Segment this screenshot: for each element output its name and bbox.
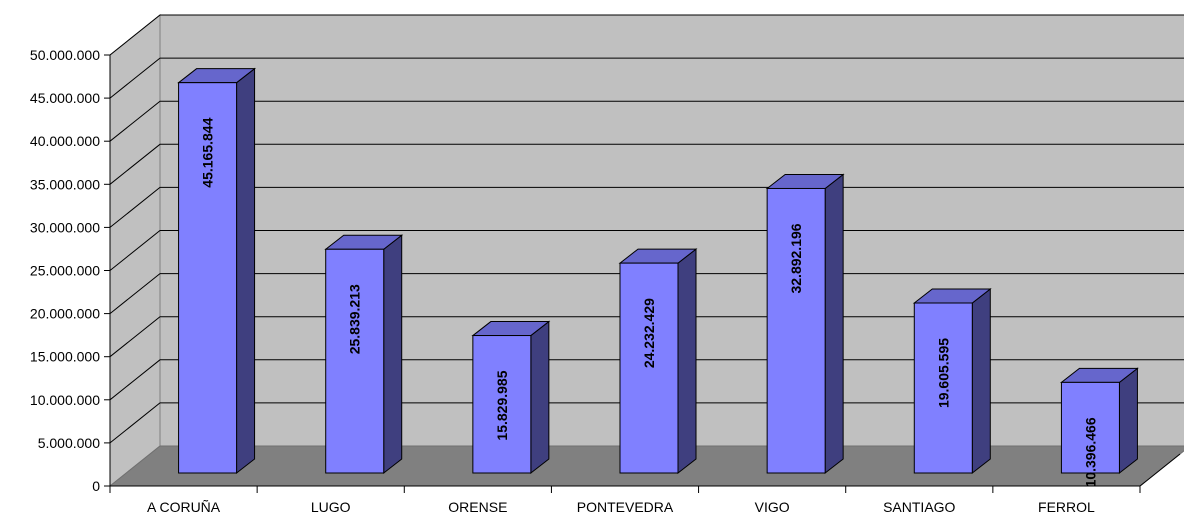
gridline <box>109 230 1184 271</box>
x-tick-label: ORENSE <box>448 499 507 515</box>
gridline <box>109 402 1184 444</box>
bar-side <box>971 287 991 475</box>
y-tick-label: 20.000.000 <box>30 306 100 322</box>
bars: 45.165.844 25.839.213 15.829.985 24.232.429… <box>177 67 1139 487</box>
bar-side <box>530 320 550 475</box>
y-tick-label: 50.000.000 <box>30 47 100 63</box>
gridline <box>109 100 1184 142</box>
bar: 25.839.213 <box>324 234 404 475</box>
data-label: 25.839.213 <box>347 284 363 354</box>
gridline <box>109 359 1184 401</box>
x-tick-label: PONTEVEDRA <box>577 499 674 515</box>
gridline <box>109 57 1184 99</box>
y-tick-label: 15.000.000 <box>30 349 100 365</box>
bar-front <box>178 82 238 474</box>
bar: 45.165.844 <box>177 67 257 475</box>
x-tick-label: LUGO <box>311 499 351 515</box>
x-tick-label: VIGO <box>755 499 790 515</box>
x-axis: A CORUÑA LUGO ORENSE PONTEVEDRA VIGO SANTIAGO… <box>109 453 1181 515</box>
x-axis-depth-line <box>1139 453 1181 487</box>
bar-front <box>472 335 532 474</box>
data-label: 19.605.595 <box>935 338 951 408</box>
bar-front <box>325 248 385 474</box>
data-label: 24.232.429 <box>641 298 657 368</box>
y-tick-label: 5.000.000 <box>38 435 100 451</box>
y-tick-label: 30.000.000 <box>30 219 100 235</box>
y-tick-label: 35.000.000 <box>30 176 100 192</box>
y-axis: 0 5.000.000 10.000.000 15.000.000 20.000.000… <box>30 47 111 494</box>
bar: 10.396.466 <box>1059 367 1139 487</box>
bar: 19.605.595 <box>912 287 992 475</box>
y-tick-label: 0 <box>92 478 100 494</box>
bar-front <box>913 302 973 474</box>
data-label: 32.892.196 <box>788 223 804 293</box>
bar-side <box>1118 367 1138 475</box>
gridline <box>109 143 1184 185</box>
bar-front <box>619 262 679 474</box>
gridline <box>109 273 1184 314</box>
data-label: 10.396.466 <box>1082 417 1098 487</box>
x-tick-label: SANTIAGO <box>883 499 955 515</box>
y-tick-label: 45.000.000 <box>30 90 100 106</box>
bar: 32.892.196 <box>765 173 845 475</box>
y-tick-label: 25.000.000 <box>30 263 100 279</box>
y-tick-label: 40.000.000 <box>30 133 100 149</box>
gridlines <box>109 14 1184 444</box>
x-tick-label: FERROL <box>1038 499 1095 515</box>
bar-side <box>236 67 256 475</box>
bar-side <box>824 173 844 475</box>
bar: 24.232.429 <box>618 248 698 475</box>
data-label: 15.829.985 <box>494 370 510 440</box>
bar-side <box>383 234 403 475</box>
gridline <box>109 14 1184 56</box>
y-tick-label: 10.000.000 <box>30 392 100 408</box>
x-tick-label: A CORUÑA <box>147 499 221 515</box>
bar-front <box>1060 381 1120 474</box>
bar-side <box>677 248 697 475</box>
data-label: 45.165.844 <box>200 117 216 187</box>
bar: 15.829.985 <box>471 320 551 475</box>
bar-front <box>766 187 826 474</box>
gridline <box>109 186 1184 228</box>
gridline <box>109 316 1184 358</box>
